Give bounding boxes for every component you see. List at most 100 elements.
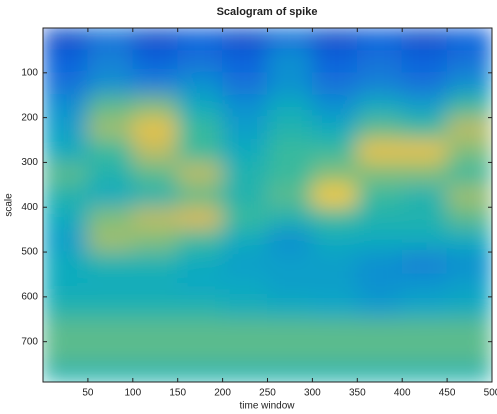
heatmap-cell: [311, 363, 358, 382]
heatmap-cell: [401, 72, 448, 96]
heatmap-cell: [267, 363, 313, 382]
heatmap-cell: [446, 117, 492, 141]
heatmap-cell: [87, 229, 134, 253]
heatmap-cell: [177, 161, 224, 186]
heatmap-cell: [177, 184, 224, 208]
heatmap-cell: [87, 72, 134, 96]
heatmap-cell: [132, 139, 179, 163]
heatmap-cell: [222, 363, 268, 382]
heatmap-cell: [177, 273, 224, 298]
plot-frame: [42, 27, 493, 383]
heatmap-cell: [446, 72, 492, 96]
heatmap-cell: [267, 94, 313, 119]
heatmap-cell: [222, 28, 268, 51]
heatmap-cell: [311, 296, 358, 320]
chart-title: Scalogram of spike: [217, 6, 318, 18]
heatmap-cell: [132, 296, 179, 320]
heatmap-cell: [401, 206, 448, 231]
heatmap-cell: [267, 49, 313, 74]
heatmap-cell: [87, 318, 134, 343]
heatmap-cell: [267, 229, 313, 253]
heatmap-cell: [87, 184, 134, 208]
heatmap-cell: [267, 341, 313, 365]
heatmap-cell: [267, 273, 313, 298]
heatmap-cell: [222, 318, 268, 343]
heatmap-cell: [87, 161, 134, 186]
heatmap-cell: [267, 184, 313, 208]
heatmap-cell: [267, 296, 313, 320]
heatmap-cell: [132, 161, 179, 186]
y-tick-label: 600: [21, 292, 38, 303]
heatmap-cell: [311, 273, 358, 298]
heatmap-cell: [43, 117, 89, 141]
heatmap-cell: [43, 49, 89, 74]
heatmap-cell: [87, 251, 134, 275]
heatmap-cell: [356, 206, 403, 231]
heatmap-cell: [446, 28, 492, 51]
y-tick-label: 700: [21, 336, 38, 347]
heatmap-cell: [43, 251, 89, 275]
heatmap-cell: [132, 94, 179, 119]
heatmap-cell: [401, 273, 448, 298]
heatmap-cell: [356, 139, 403, 163]
heatmap-cell: [356, 273, 403, 298]
heatmap-cell: [177, 72, 224, 96]
heatmap-cell: [43, 206, 89, 231]
heatmap-cell: [43, 363, 89, 382]
heatmap-cell: [446, 273, 492, 298]
heatmap-cell: [87, 117, 134, 141]
heatmap-cell: [401, 139, 448, 163]
heatmap-cell: [446, 341, 492, 365]
y-tick-label: 200: [21, 112, 38, 123]
y-tick-label: 100: [21, 67, 38, 78]
heatmap-cell: [132, 117, 179, 141]
heatmap-cell: [43, 341, 89, 365]
heatmap-cell: [87, 363, 134, 382]
heatmap-cell: [222, 161, 268, 186]
heatmap-cell: [401, 341, 448, 365]
y-tick-label: 300: [21, 157, 38, 168]
heatmap-cell: [267, 161, 313, 186]
heatmap-cell: [446, 318, 492, 343]
heatmap-cell: [311, 28, 358, 51]
heatmap-cell: [177, 341, 224, 365]
heatmap-cell: [446, 161, 492, 186]
y-axis-label: scale: [4, 193, 15, 217]
heatmap-cell: [401, 363, 448, 382]
heatmap-cell: [356, 28, 403, 51]
heatmap-cell: [446, 139, 492, 163]
heatmap-cell: [356, 94, 403, 119]
x-tick-label: 350: [349, 388, 366, 399]
heatmap-cell: [43, 161, 89, 186]
heatmap-cell: [43, 139, 89, 163]
heatmap-cell: [43, 72, 89, 96]
heatmap-cell: [356, 72, 403, 96]
heatmap-cell: [43, 94, 89, 119]
heatmap-cell: [356, 296, 403, 320]
x-axis-label: time window: [239, 401, 295, 412]
plot-area: [43, 28, 492, 382]
heatmap: [43, 28, 492, 382]
heatmap-cell: [132, 49, 179, 74]
heatmap-cell: [132, 206, 179, 231]
heatmap-cell: [87, 341, 134, 365]
heatmap-cell: [446, 206, 492, 231]
heatmap-cell: [222, 72, 268, 96]
heatmap-cell: [356, 49, 403, 74]
heatmap-cell: [401, 318, 448, 343]
heatmap-cell: [222, 206, 268, 231]
heatmap-cell: [446, 49, 492, 74]
heatmap-cell: [177, 229, 224, 253]
heatmap-cell: [222, 296, 268, 320]
heatmap-cell: [446, 94, 492, 119]
heatmap-cell: [177, 318, 224, 343]
heatmap-cell: [132, 184, 179, 208]
heatmap-cell: [132, 363, 179, 382]
x-tick-label: 300: [304, 388, 321, 399]
heatmap-cell: [446, 363, 492, 382]
heatmap-cell: [311, 49, 358, 74]
heatmap-cell: [87, 94, 134, 119]
y-tick-label: 400: [21, 202, 38, 213]
heatmap-cell: [311, 341, 358, 365]
